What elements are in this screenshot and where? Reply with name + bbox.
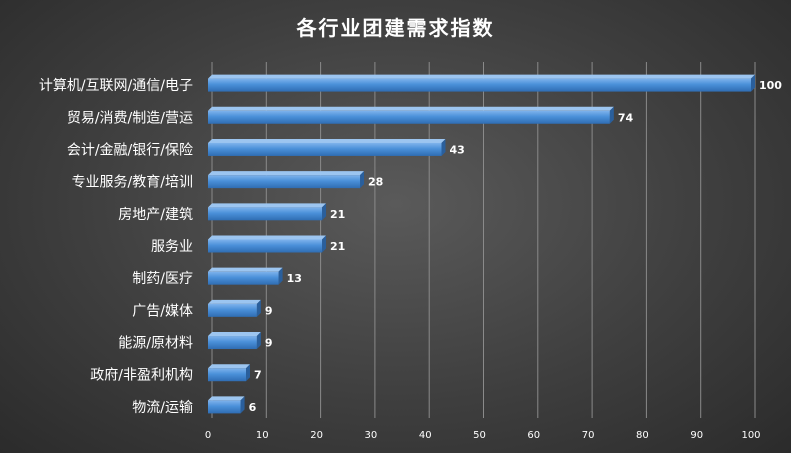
bar-side-face [246, 364, 251, 382]
bar-side-face [441, 138, 446, 156]
bar [208, 332, 261, 350]
category-label: 专业服务/教育/培训 [72, 175, 193, 191]
data-label: 6 [249, 401, 257, 414]
x-tick-label: 40 [419, 430, 432, 441]
bar-top-face [208, 332, 261, 337]
data-label: 13 [287, 272, 302, 285]
bar [208, 203, 327, 221]
chart-title: 各行业团建需求指数 [296, 16, 495, 40]
category-label: 政府/非盈利机构 [90, 368, 193, 384]
bar-top-face [208, 396, 245, 401]
bar-front-face [208, 368, 247, 382]
bar-top-face [208, 267, 283, 272]
data-label: 21 [330, 208, 345, 221]
data-label: 74 [618, 111, 634, 124]
bar-side-face [278, 267, 283, 285]
bar-side-face [322, 203, 327, 221]
bar [208, 106, 614, 124]
bar [208, 267, 283, 285]
data-label: 7 [254, 369, 262, 382]
category-label: 贸易/消费/制造/营运 [67, 110, 193, 126]
data-label: 9 [265, 304, 273, 317]
bar [208, 74, 755, 92]
bar-front-face [208, 110, 610, 124]
category-label: 物流/运输 [132, 400, 193, 416]
x-tick-label: 10 [256, 430, 269, 441]
category-label: 会计/金融/银行/保险 [67, 142, 193, 158]
bar-side-face [360, 171, 365, 189]
bar-side-face [751, 74, 755, 92]
category-labels: 100 计算机/互联网/通信/电子 74 贸易/消费/制造/营运 43 会计/金融/银行/… [39, 78, 782, 416]
bar-front-face [208, 175, 361, 189]
x-tick-label: 60 [527, 430, 540, 441]
data-label: 28 [368, 176, 383, 189]
bar [208, 364, 251, 382]
x-tick-label: 70 [582, 430, 595, 441]
bar-top-face [208, 138, 446, 143]
x-tick-label: 90 [690, 430, 703, 441]
x-tick-label: 80 [636, 430, 649, 441]
bar-front-face [208, 207, 323, 221]
bar-front-face [208, 78, 751, 92]
bar-top-face [208, 171, 365, 176]
category-label: 房地产/建筑 [118, 207, 193, 223]
x-tick-label: 50 [473, 430, 486, 441]
bar-side-face [240, 396, 245, 414]
x-axis-ticks: 0 10 20 30 40 50 60 70 80 90 100 [205, 430, 761, 441]
bars [208, 74, 755, 414]
bar-front-face [208, 142, 442, 156]
bar-side-face [256, 299, 261, 317]
data-label: 43 [449, 143, 464, 156]
bar-front-face [208, 336, 257, 350]
category-label: 广告/媒体 [132, 303, 193, 319]
x-tick-label: 30 [365, 430, 378, 441]
bar-top-face [208, 106, 614, 111]
bar [208, 171, 365, 189]
bar-top-face [208, 364, 251, 369]
bar-top-face [208, 235, 327, 240]
bar [208, 235, 327, 253]
bar-side-face [256, 332, 261, 350]
bar [208, 299, 261, 317]
category-label: 制药/医疗 [132, 271, 193, 287]
bar-top-face [208, 299, 261, 304]
bar-front-face [208, 400, 241, 414]
bar-top-face [208, 203, 327, 208]
bar-side-face [322, 235, 327, 253]
bar [208, 396, 245, 414]
data-label: 100 [759, 79, 782, 92]
data-label: 21 [330, 240, 345, 253]
x-tick-label: 100 [741, 430, 760, 441]
bar-top-face [208, 74, 755, 79]
bar-front-face [208, 303, 257, 317]
x-tick-label: 20 [310, 430, 323, 441]
category-label: 能源/原材料 [118, 336, 193, 352]
bar-front-face [208, 239, 323, 253]
category-label: 计算机/互联网/通信/电子 [39, 78, 193, 94]
bar [208, 138, 446, 156]
bar-front-face [208, 271, 279, 285]
category-label: 服务业 [151, 239, 193, 255]
data-label: 9 [265, 337, 273, 350]
bar-side-face [609, 106, 614, 124]
x-tick-label: 0 [205, 430, 211, 441]
